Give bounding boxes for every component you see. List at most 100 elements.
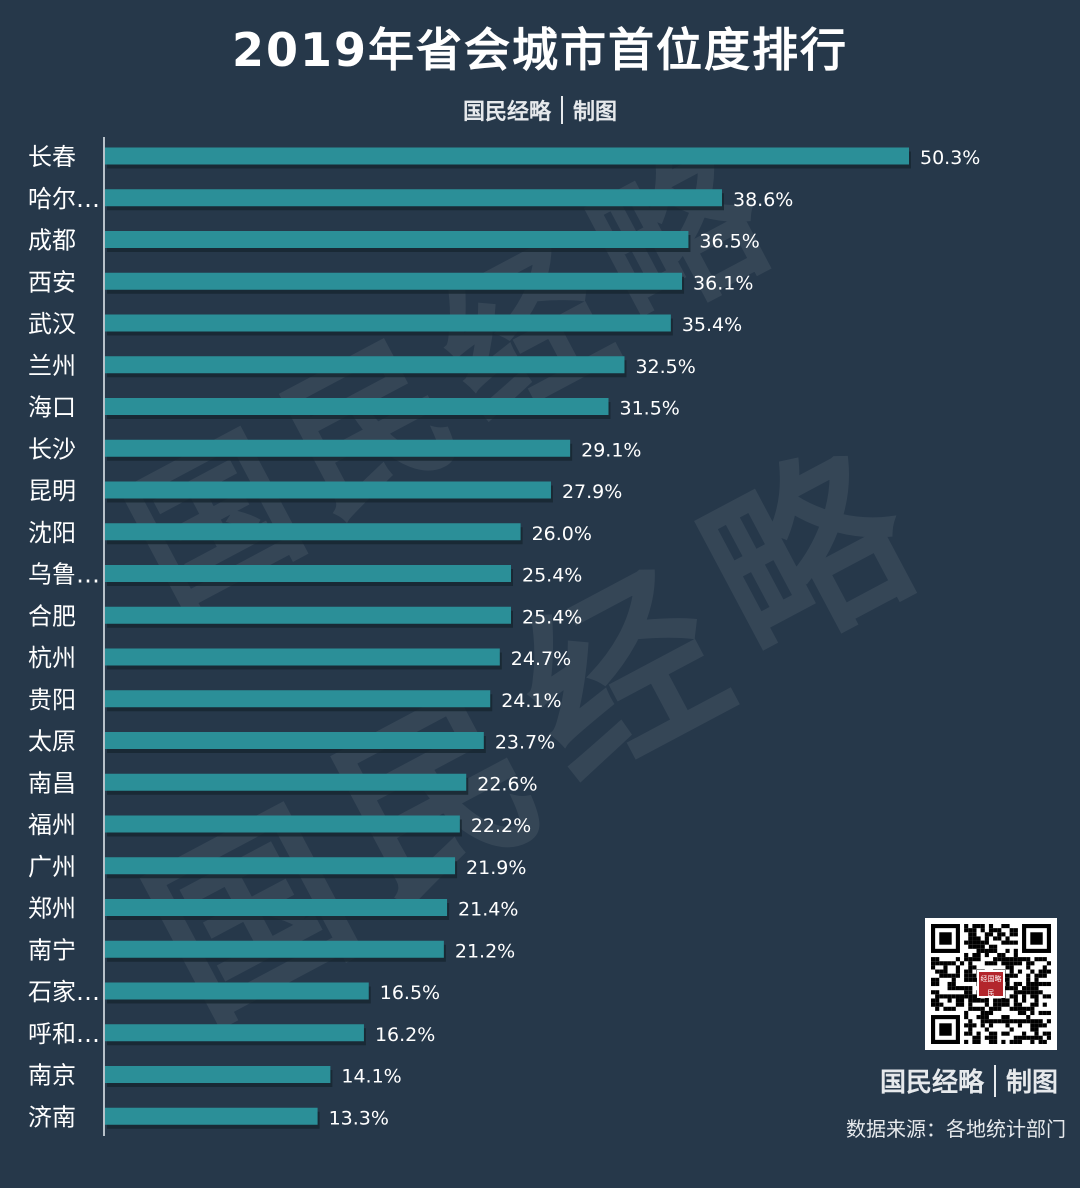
qr-module xyxy=(988,1019,994,1024)
qr-module xyxy=(1034,1031,1039,1036)
qr-module xyxy=(976,1035,981,1040)
qr-module xyxy=(1017,981,1023,987)
qr-module xyxy=(1017,1002,1023,1007)
value-label: 13.3% xyxy=(329,1107,389,1129)
qr-module xyxy=(968,1023,973,1028)
qr-module xyxy=(1022,994,1027,999)
qr-module xyxy=(1009,932,1014,937)
qr-module xyxy=(964,973,969,978)
qr-module xyxy=(1001,940,1006,945)
qr-module xyxy=(1013,948,1018,953)
qr-module xyxy=(1030,969,1035,974)
qr-module xyxy=(1026,986,1031,991)
qr-module xyxy=(984,948,989,953)
qr-module xyxy=(964,952,969,958)
qr-module xyxy=(1022,990,1027,995)
category-label: 广州 xyxy=(28,853,76,881)
qr-module xyxy=(1038,990,1043,995)
qr-module xyxy=(988,948,994,953)
qr-module xyxy=(955,957,960,962)
qr-module xyxy=(1022,957,1027,962)
qr-module xyxy=(1038,1010,1043,1016)
qr-module xyxy=(972,940,977,945)
qr-module xyxy=(1001,1019,1006,1024)
qr-module xyxy=(955,969,960,974)
qr-module xyxy=(1005,924,1010,929)
qr-module xyxy=(1017,1039,1023,1044)
qr-module xyxy=(968,961,973,966)
category-label: 西安 xyxy=(28,268,76,296)
qr-module xyxy=(1005,1015,1010,1020)
qr-finder xyxy=(1030,932,1043,945)
bar xyxy=(105,690,491,708)
qr-module xyxy=(972,952,977,958)
qr-module xyxy=(1013,1002,1018,1007)
qr-module xyxy=(976,924,981,929)
brand-divider xyxy=(993,1064,996,1097)
qr-module xyxy=(993,1031,998,1036)
qr-module xyxy=(997,1002,1002,1007)
qr-module xyxy=(1001,957,1006,962)
qr-module xyxy=(1005,981,1010,987)
qr-module xyxy=(1026,977,1031,982)
qr-module xyxy=(1017,957,1023,962)
qr-module xyxy=(931,965,936,970)
qr-module xyxy=(988,1035,994,1040)
qr-module xyxy=(947,961,952,966)
qr-module xyxy=(1009,1006,1014,1011)
qr-module xyxy=(980,1023,985,1028)
qr-module xyxy=(1034,990,1039,995)
qr-module xyxy=(1030,1019,1035,1024)
qr-module xyxy=(972,998,977,1003)
qr-module xyxy=(972,1006,977,1011)
qr-module xyxy=(1046,1035,1051,1040)
qr-module xyxy=(993,1002,998,1007)
qr-module xyxy=(972,973,977,978)
qr-module xyxy=(968,969,973,974)
qr-module xyxy=(968,1027,973,1032)
qr-module xyxy=(1038,981,1043,987)
qr-module xyxy=(968,932,973,937)
qr-module xyxy=(955,965,960,970)
qr-module xyxy=(980,1010,985,1016)
category-label: 南昌 xyxy=(28,769,76,797)
qr-module xyxy=(935,957,940,962)
qr-module xyxy=(988,1039,994,1044)
qr-module xyxy=(943,961,948,966)
qr-module xyxy=(1009,940,1014,945)
qr-module xyxy=(1030,1023,1035,1028)
value-label: 35.4% xyxy=(682,314,742,336)
qr-module xyxy=(1034,981,1039,987)
qr-module xyxy=(964,1031,969,1036)
bar xyxy=(105,231,689,248)
qr-module xyxy=(1017,1023,1023,1028)
qr-module xyxy=(964,994,969,999)
qr-module xyxy=(997,957,1002,962)
qr-module xyxy=(984,1019,989,1024)
qr-module xyxy=(1009,986,1014,991)
bar xyxy=(105,857,456,875)
qr-module xyxy=(988,932,994,937)
brand-name: 国民经略 xyxy=(462,99,551,125)
qr-module xyxy=(1034,998,1039,1003)
value-label: 21.9% xyxy=(466,857,526,879)
qr-module xyxy=(1030,994,1035,999)
qr-module xyxy=(943,994,948,999)
qr-module xyxy=(972,944,977,949)
qr-module xyxy=(1026,1015,1031,1020)
qr-module xyxy=(1022,1019,1027,1024)
qr-module xyxy=(1042,1031,1047,1036)
qr-module xyxy=(980,940,985,945)
qr-module xyxy=(964,1010,969,1016)
qr-module xyxy=(1046,1031,1051,1036)
value-label: 29.1% xyxy=(581,439,641,461)
qr-module xyxy=(935,1002,940,1007)
qr-module xyxy=(951,977,956,982)
qr-module xyxy=(1009,1039,1014,1044)
qr-module xyxy=(972,957,977,962)
qr-module xyxy=(993,1039,998,1044)
qr-module xyxy=(935,977,940,982)
qr-module xyxy=(988,1010,994,1016)
qr-module xyxy=(968,965,973,970)
qr-module xyxy=(980,944,985,949)
